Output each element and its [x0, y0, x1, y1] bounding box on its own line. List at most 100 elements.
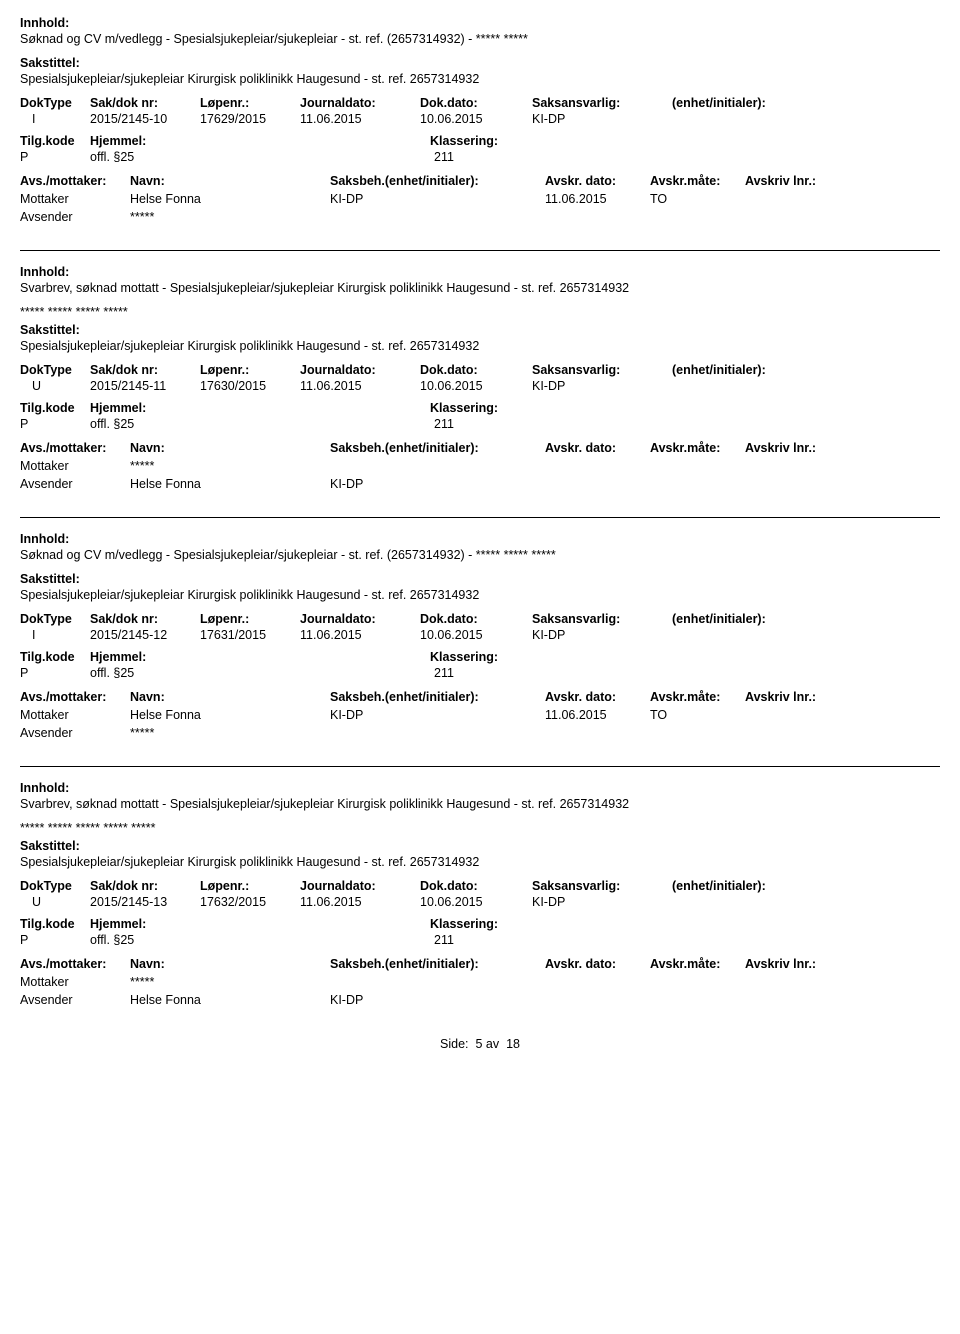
saksansvarlig-value: KI-DP — [532, 379, 672, 393]
saksansvarlig-label: Saksansvarlig: — [532, 879, 672, 893]
party-row: Avsender Helse Fonna KI-DP — [20, 993, 940, 1007]
party-role: Mottaker — [20, 708, 130, 722]
lopenr-label: Løpenr.: — [200, 363, 300, 377]
dokdato-value: 10.06.2015 — [420, 895, 532, 909]
party-row: Avsender Helse Fonna KI-DP — [20, 477, 940, 491]
enhet-value — [672, 379, 940, 393]
avskrmate-label: Avskr.måte: — [650, 174, 745, 188]
hjemmel-label: Hjemmel: — [90, 917, 430, 931]
hjemmel-label: Hjemmel: — [90, 650, 430, 664]
innhold-value: Søknad og CV m/vedlegg - Spesialsjukeple… — [20, 548, 940, 562]
klassering-value: 211 — [430, 417, 940, 431]
party-avskriv-lnr — [745, 708, 940, 722]
party-avskr-mate — [650, 210, 745, 224]
party-header-row: Avs./mottaker: Navn: Saksbeh.(enhet/init… — [20, 441, 940, 455]
tilg-data-row: P offl. §25 211 — [20, 666, 940, 680]
tilg-data-row: P offl. §25 211 — [20, 150, 940, 164]
journaldato-label: Journaldato: — [300, 612, 420, 626]
meta-data-row: I 2015/2145-10 17629/2015 11.06.2015 10.… — [20, 112, 940, 126]
entry-divider — [20, 766, 940, 767]
meta-header-row: DokType Sak/dok nr: Løpenr.: Journaldato… — [20, 363, 940, 377]
sakdok-value: 2015/2145-12 — [90, 628, 200, 642]
saksansvarlig-value: KI-DP — [532, 628, 672, 642]
party-name: ***** — [130, 975, 330, 989]
party-name: Helse Fonna — [130, 708, 330, 722]
journaldato-value: 11.06.2015 — [300, 379, 420, 393]
party-row: Mottaker Helse Fonna KI-DP 11.06.2015 TO — [20, 708, 940, 722]
journaldato-label: Journaldato: — [300, 363, 420, 377]
party-role: Avsender — [20, 726, 130, 740]
lopenr-label: Løpenr.: — [200, 879, 300, 893]
navn-label: Navn: — [130, 690, 330, 704]
meta-data-row: I 2015/2145-12 17631/2015 11.06.2015 10.… — [20, 628, 940, 642]
doktype-label: DokType — [20, 612, 90, 626]
tilgkode-label: Tilg.kode — [20, 401, 90, 415]
entry-divider — [20, 517, 940, 518]
party-avskriv-lnr — [745, 459, 940, 473]
innhold-label: Innhold: — [20, 532, 940, 546]
party-avskriv-lnr — [745, 726, 940, 740]
saksansvarlig-value: KI-DP — [532, 895, 672, 909]
party-role: Avsender — [20, 993, 130, 1007]
party-avskr-dato — [545, 210, 650, 224]
dokdato-label: Dok.dato: — [420, 96, 532, 110]
party-avskr-mate: TO — [650, 192, 745, 206]
lopenr-value: 17629/2015 — [200, 112, 300, 126]
party-row: Mottaker Helse Fonna KI-DP 11.06.2015 TO — [20, 192, 940, 206]
party-header-row: Avs./mottaker: Navn: Saksbeh.(enhet/init… — [20, 174, 940, 188]
entry-divider — [20, 250, 940, 251]
tilgkode-value: P — [20, 666, 90, 680]
doktype-value: U — [20, 895, 90, 909]
innhold-sub: ***** ***** ***** ***** ***** — [20, 821, 940, 835]
sakstittel-label: Sakstittel: — [20, 572, 940, 586]
innhold-value: Svarbrev, søknad mottatt - Spesialsjukep… — [20, 797, 940, 811]
party-name: ***** — [130, 210, 330, 224]
doktype-value: I — [20, 628, 90, 642]
tilg-header-row: Tilg.kode Hjemmel: Klassering: — [20, 134, 940, 148]
party-role: Mottaker — [20, 192, 130, 206]
party-role: Avsender — [20, 210, 130, 224]
sakstittel-label: Sakstittel: — [20, 56, 940, 70]
party-avskr-dato — [545, 993, 650, 1007]
dokdato-value: 10.06.2015 — [420, 379, 532, 393]
party-avskriv-lnr — [745, 477, 940, 491]
party-saksbeh — [330, 210, 545, 224]
enhet-label: (enhet/initialer): — [672, 96, 940, 110]
party-row: Avsender ***** — [20, 726, 940, 740]
navn-label: Navn: — [130, 441, 330, 455]
sakdok-label: Sak/dok nr: — [90, 96, 200, 110]
meta-header-row: DokType Sak/dok nr: Løpenr.: Journaldato… — [20, 879, 940, 893]
avsmottaker-label: Avs./mottaker: — [20, 690, 130, 704]
party-header-row: Avs./mottaker: Navn: Saksbeh.(enhet/init… — [20, 957, 940, 971]
journaldato-label: Journaldato: — [300, 879, 420, 893]
lopenr-value: 17630/2015 — [200, 379, 300, 393]
avskrmate-label: Avskr.måte: — [650, 441, 745, 455]
dokdato-label: Dok.dato: — [420, 363, 532, 377]
doktype-label: DokType — [20, 96, 90, 110]
party-saksbeh: KI-DP — [330, 708, 545, 722]
saksbeh-label: Saksbeh.(enhet/initialer): — [330, 174, 545, 188]
klassering-value: 211 — [430, 933, 940, 947]
tilgkode-label: Tilg.kode — [20, 650, 90, 664]
journal-entry: Innhold: Svarbrev, søknad mottatt - Spes… — [20, 781, 940, 1007]
avskrdato-label: Avskr. dato: — [545, 174, 650, 188]
avsmottaker-label: Avs./mottaker: — [20, 441, 130, 455]
hjemmel-label: Hjemmel: — [90, 134, 430, 148]
party-saksbeh — [330, 975, 545, 989]
party-saksbeh: KI-DP — [330, 477, 545, 491]
sakstittel-value: Spesialsjukepleiar/sjukepleiar Kirurgisk… — [20, 72, 940, 86]
hjemmel-value: offl. §25 — [90, 417, 430, 431]
party-name: ***** — [130, 459, 330, 473]
journaldato-value: 11.06.2015 — [300, 628, 420, 642]
sakstittel-value: Spesialsjukepleiar/sjukepleiar Kirurgisk… — [20, 855, 940, 869]
party-role: Mottaker — [20, 975, 130, 989]
saksbeh-label: Saksbeh.(enhet/initialer): — [330, 957, 545, 971]
klassering-label: Klassering: — [430, 401, 940, 415]
page-footer: Side: 5 av 18 — [20, 1037, 940, 1051]
hjemmel-value: offl. §25 — [90, 666, 430, 680]
journaldato-value: 11.06.2015 — [300, 112, 420, 126]
sakstittel-label: Sakstittel: — [20, 323, 940, 337]
party-name: Helse Fonna — [130, 192, 330, 206]
party-saksbeh — [330, 726, 545, 740]
tilg-header-row: Tilg.kode Hjemmel: Klassering: — [20, 650, 940, 664]
